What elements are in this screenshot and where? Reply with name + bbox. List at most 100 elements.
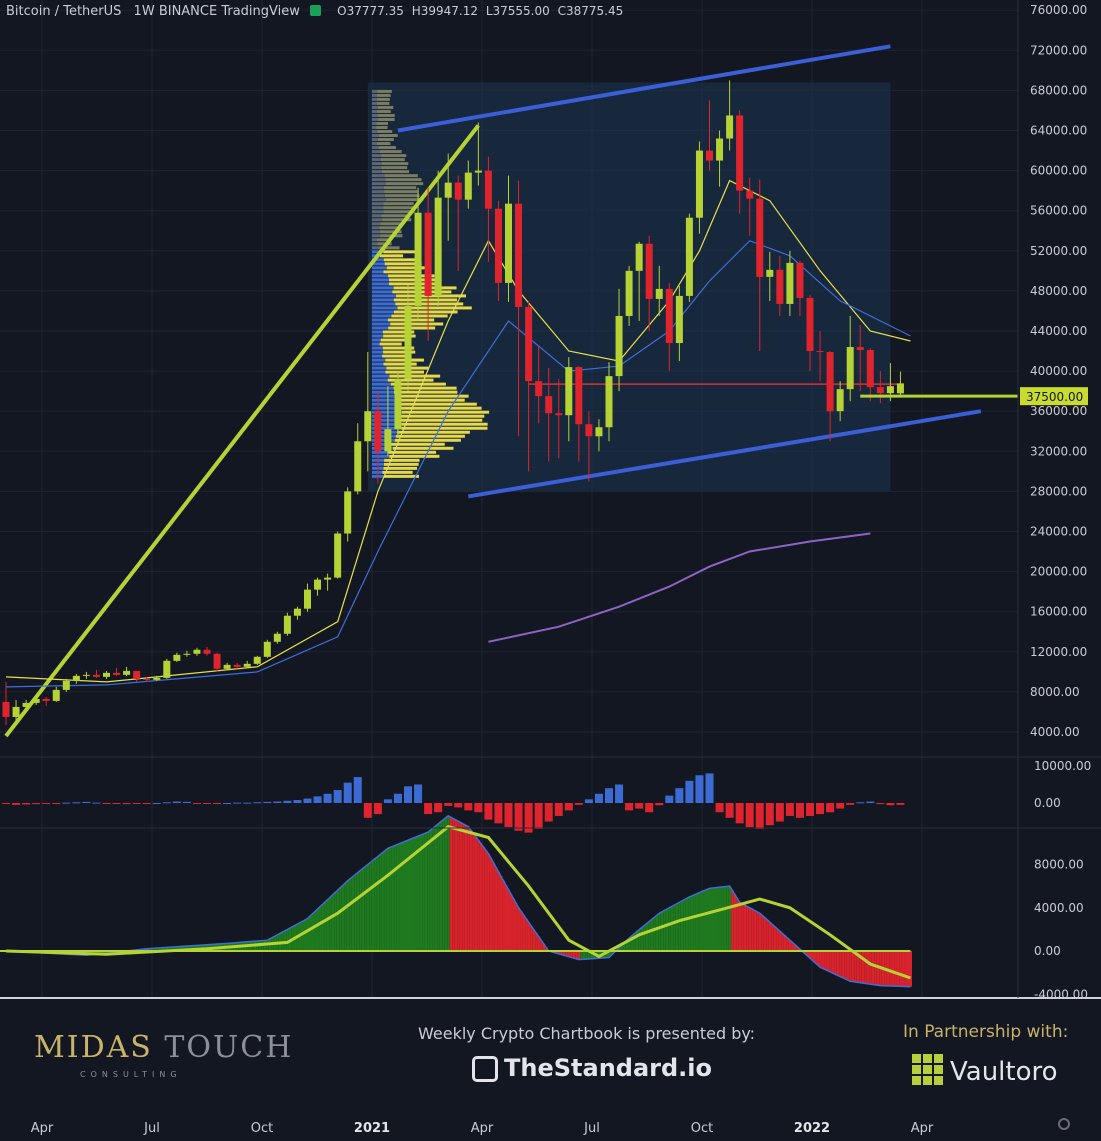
volume-bar-yellow [378,146,395,149]
sponsor-name: TheStandard.io [504,1054,712,1082]
volume-bar-grey [372,158,381,161]
candle-body [525,307,532,381]
macd-bar [32,803,40,804]
oscillator-bar [696,894,699,951]
macd-bar [575,803,583,805]
oscillator-bar [322,904,325,951]
candle-body [827,352,834,411]
volume-bar-yellow [378,138,394,141]
macd-bar [836,803,844,809]
volume-bar-yellow [384,459,419,462]
price-tick-label: 56000.00 [1030,204,1087,218]
oscillator-bar [894,951,897,986]
candle-body [445,183,452,198]
time-tick-label: Jul [583,1121,600,1136]
candle-body [304,590,311,609]
oscillator-bar [688,897,691,951]
volume-bar-yellow [376,122,388,125]
volume-bar-blue [372,339,381,342]
volume-bar-yellow [384,174,418,177]
candle-body [877,387,884,393]
oscillator-bar [359,871,362,951]
oscillator-bar [739,902,742,951]
candle-body [686,218,693,296]
oscillator-bar [681,901,684,951]
volume-bar-blue [372,355,382,358]
oscillator-bar [533,929,536,951]
candle-body [766,270,773,277]
volume-bar-grey [372,190,384,193]
candle-body [13,707,20,717]
volume-bar-grey [372,206,383,209]
oscillator-bar [776,929,779,951]
oscillator-bar [487,854,490,951]
oscillator-bar [304,920,307,951]
volume-bar-blue [372,298,394,301]
volume-bar-yellow [384,190,417,193]
oscillator-bar [759,913,762,951]
candle-body [515,204,522,307]
candle-body [455,183,462,200]
volume-bar-blue [372,391,394,394]
oscillator-bar [307,919,310,951]
exchange-label: BINANCE [159,4,217,19]
macd-bar [655,803,663,805]
candle-body [63,681,70,690]
candle-body [565,367,572,415]
oscillator-bar [779,931,782,951]
volume-bar-grey [372,98,377,101]
volume-bar-yellow [396,435,465,438]
candle-body [595,427,602,436]
macd-bar [866,802,874,803]
oscillator-bar [500,876,503,951]
oscillator-bar [698,893,701,951]
volume-bar-blue [372,379,388,382]
oscillator-bar [907,951,910,987]
volume-bar-blue [372,302,395,305]
volume-bar-yellow [380,150,402,153]
macd-bar [414,785,422,804]
oscillator-bar [832,951,835,973]
oscillator-bar [394,845,397,951]
oscillator-bar [889,951,892,986]
candle-body [545,396,552,413]
volume-bar-grey [372,214,382,217]
oscillator-bar [374,858,377,951]
oscillator-bar [442,820,445,951]
macd-bar [505,803,513,827]
oscillator-bar [899,951,902,986]
macd-bar [685,781,693,803]
oscillator-bar [301,921,304,951]
macd-bar [454,803,462,807]
symbol-label[interactable]: Bitcoin / TetherUS [6,4,121,19]
candle-body [204,650,211,654]
settings-gear-icon[interactable] [1058,1118,1070,1130]
macd-bar [203,803,211,804]
interval-label[interactable]: 1W [134,4,155,19]
candle-body [344,491,351,533]
oscillator-bar [834,951,837,974]
volume-bar-yellow [384,186,416,189]
oscillator-bar [392,846,395,951]
oscillator-bar [402,842,405,951]
volume-bar-yellow [377,102,390,105]
oscillator-tick-label: 8000.00 [1034,858,1084,872]
oscillator-bar [472,833,475,951]
oscillator-bar [515,903,518,951]
candle-body [284,616,291,634]
macd-bar [716,803,724,812]
volume-bar-grey [372,94,377,97]
macd-bar [886,803,894,805]
oscillator-bar [839,951,842,977]
oscillator-bar [450,817,453,951]
oscillator-bar [814,951,817,963]
time-tick-label: Oct [251,1121,273,1136]
macd-bar [334,790,342,803]
macd-bar [92,803,100,804]
volume-bar-grey [372,102,377,105]
oscillator-bar [646,924,649,951]
price-tick-label: 40000.00 [1030,364,1087,378]
volume-bar-yellow [392,290,451,293]
macd-bar [555,803,563,816]
